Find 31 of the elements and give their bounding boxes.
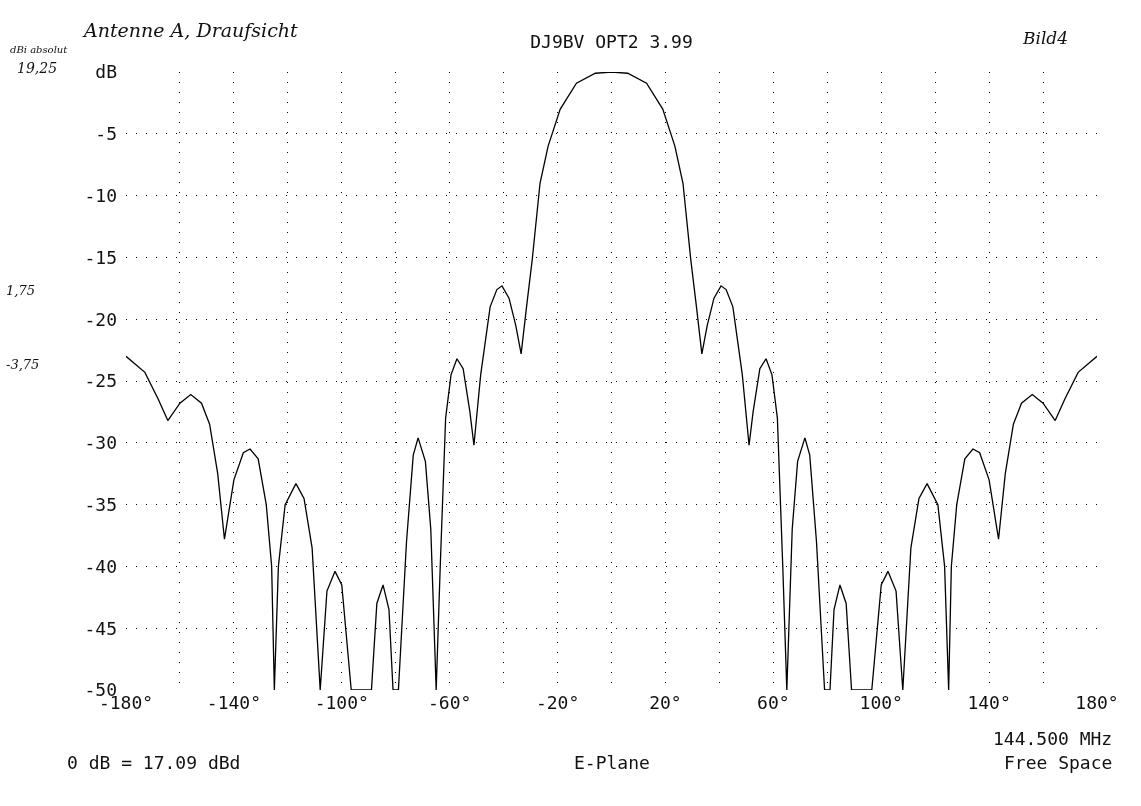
text: 1,75 [6,283,35,298]
text: Antenne A, Draufsicht [82,19,299,41]
y-tick-label: -40 [84,555,117,577]
text: 0 dB = 17.09 dBd [67,752,241,773]
x-tick-label: 20° [649,692,682,713]
y-tick-label: -30 [84,432,117,454]
chart-title: DJ9BV OPT2 3.99 [530,31,693,53]
text: Bild4 [1022,28,1069,48]
text: dBi absolut [10,44,69,55]
y-tick-label: -25 [84,370,117,392]
text: Free Space [1004,752,1113,773]
x-tick-label: 60° [757,692,790,713]
x-tick-label: 140° [967,692,1011,713]
y-tick-label: dB [95,61,117,83]
y-tick-label: -45 [84,617,117,639]
x-tick-label: 100° [859,692,903,713]
y-tick-label: -10 [84,184,117,206]
text: E-Plane [574,752,650,773]
y-tick-label: -35 [84,493,117,515]
text: 144.500 MHz [993,728,1113,749]
text: -3,75 [6,357,40,372]
text: 19,25 [17,60,58,76]
y-tick-label: -15 [84,246,117,268]
line-series [126,72,1097,690]
x-tick-label: -20° [535,692,580,713]
y-tick-label: -5 [95,123,117,145]
x-tick-label: 180° [1075,692,1119,713]
x-tick-label: -60° [427,692,472,713]
y-tick-label: -20 [84,308,117,330]
x-tick-label: -140° [206,692,261,713]
x-tick-label: -100° [314,692,369,713]
